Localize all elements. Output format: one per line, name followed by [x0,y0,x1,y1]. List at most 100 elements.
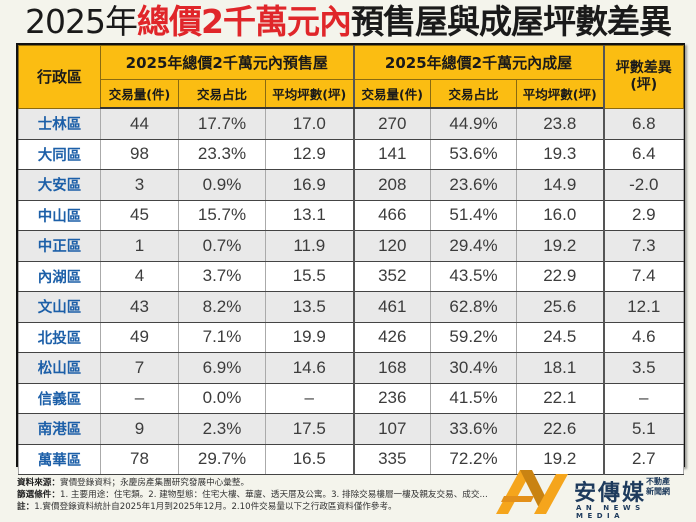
existing-share-cell: 23.6% [430,169,518,201]
diff-cell: 2.9 [602,199,685,231]
district-cell: 內湖區 [18,260,101,292]
presale-group-header: 2025年總價2千萬元內預售屋 [99,45,355,80]
presale-count-cell: 3 [100,169,179,201]
presale-avg-header: 平均坪數(坪) [264,79,355,109]
existing-avg-cell: 16.0 [516,199,605,231]
presale-avg-cell: 14.6 [264,352,355,384]
logo-tagline: 不動產 新聞網 [646,477,670,496]
presale-count-cell: 44 [100,107,179,140]
presale-count-cell: 49 [100,321,179,353]
presale-share-cell: 0.0% [178,382,266,414]
presale-count-cell: – [100,382,179,414]
existing-count-cell: 120 [352,230,432,262]
an-news-media-logo: 安傳媒 不動產 新聞網 AN NEWS MEDIA [494,466,696,522]
presale-count-cell: 7 [100,352,179,384]
diff-cell: 7.4 [602,260,685,292]
district-cell: 文山區 [18,291,101,323]
presale-avg-cell: 17.5 [264,413,355,445]
existing-share-cell: 59.2% [430,321,518,353]
table-row: 文山區 43 8.2% 13.5 461 62.8% 25.6 12.1 [18,291,685,323]
comparison-table-container: 行政區 2025年總價2千萬元內預售屋 2025年總價2千萬元內成屋 坪數差異 … [16,43,685,475]
table-row: 大同區 98 23.3% 12.9 141 53.6% 19.3 6.4 [18,138,685,170]
district-cell: 中正區 [18,230,101,262]
table-row: 南港區 9 2.3% 17.5 107 33.6% 22.6 5.1 [18,413,685,445]
existing-share-cell: 62.8% [430,291,518,323]
table-row: 信義區 –0.0% –236 41.5% 22.1– [18,382,685,414]
logo-english-name: AN NEWS MEDIA [576,504,645,520]
table-row: 北投區 49 7.1% 19.9 426 59.2% 24.5 4.6 [18,321,685,353]
presale-avg-cell: 15.5 [264,260,355,292]
presale-count-cell: 4 [100,260,179,292]
diff-cell: 4.6 [602,321,685,353]
table-body: 士林區 44 17.7% 17.0 270 44.9% 23.8 6.8 大同區 98 23.3% 1… [18,107,685,475]
district-cell: 士林區 [18,107,101,140]
presale-share-cell: 3.7% [178,260,266,292]
table-row: 大安區 3 0.9% 16.9 208 23.6% 14.9 -2.0 [18,169,685,201]
existing-avg-cell: 19.3 [516,138,605,170]
presale-share-cell: 29.7% [178,443,266,475]
existing-share-cell: 51.4% [430,199,518,231]
presale-count-header: 交易量(件) [100,79,179,109]
presale-avg-cell: 13.1 [264,199,355,231]
presale-count-cell: 98 [100,138,179,170]
comparison-table: 行政區 2025年總價2千萬元內預售屋 2025年總價2千萬元內成屋 坪數差異 … [18,45,685,475]
presale-count-cell: 43 [100,291,179,323]
existing-count-cell: 236 [352,382,432,414]
diff-cell: 3.5 [602,352,685,384]
title-year: 2025年 [25,2,138,41]
district-cell: 大安區 [18,169,101,201]
presale-count-cell: 45 [100,199,179,231]
existing-count-cell: 107 [352,413,432,445]
district-header: 行政區 [18,45,101,109]
diff-cell: 6.4 [602,138,685,170]
diff-header: 坪數差異 (坪) [602,45,685,109]
existing-share-cell: 41.5% [430,382,518,414]
presale-avg-cell: 12.9 [264,138,355,170]
diff-cell: – [602,382,685,414]
presale-share-header: 交易占比 [178,79,266,109]
presale-count-cell: 1 [100,230,179,262]
diff-header-line2: (坪) [630,76,658,93]
existing-share-cell: 33.6% [430,413,518,445]
title-rest: 預售屋與成屋坪數差異 [350,2,672,41]
diff-cell: -2.0 [602,169,685,201]
presale-avg-cell: 17.0 [264,107,355,140]
existing-avg-cell: 19.2 [516,230,605,262]
existing-count-cell: 168 [352,352,432,384]
presale-share-cell: 17.7% [178,107,266,140]
table-row: 士林區 44 17.7% 17.0 270 44.9% 23.8 6.8 [18,107,685,140]
table-row: 中正區 1 0.7% 11.9 120 29.4% 19.2 7.3 [18,230,685,262]
table-row: 萬華區 78 29.7% 16.5 335 72.2% 19.2 2.7 [18,443,685,475]
diff-cell: 5.1 [602,413,685,445]
presale-count-cell: 78 [100,443,179,475]
presale-share-cell: 7.1% [178,321,266,353]
presale-share-cell: 2.3% [178,413,266,445]
existing-avg-cell: 25.6 [516,291,605,323]
district-cell: 南港區 [18,413,101,445]
existing-share-cell: 44.9% [430,107,518,140]
existing-share-header: 交易占比 [430,79,518,109]
presale-avg-cell: 19.9 [264,321,355,353]
existing-avg-cell: 23.8 [516,107,605,140]
existing-share-cell: 29.4% [430,230,518,262]
diff-cell: 6.8 [602,107,685,140]
presale-share-cell: 15.7% [178,199,266,231]
presale-avg-cell: 13.5 [264,291,355,323]
district-cell: 大同區 [18,138,101,170]
an-logo-mark-icon [496,470,568,514]
district-cell: 萬華區 [18,443,101,475]
existing-share-cell: 43.5% [430,260,518,292]
existing-count-cell: 461 [352,291,432,323]
existing-avg-cell: 22.9 [516,260,605,292]
district-cell: 松山區 [18,352,101,384]
title-highlight: 總價2千萬元內 [137,2,352,41]
existing-avg-cell: 22.1 [516,382,605,414]
existing-count-cell: 426 [352,321,432,353]
presale-share-cell: 8.2% [178,291,266,323]
existing-count-cell: 141 [352,138,432,170]
logo-chinese-name: 安傳媒 [574,481,647,506]
existing-count-header: 交易量(件) [352,79,432,109]
presale-share-cell: 0.7% [178,230,266,262]
table-row: 內湖區 4 3.7% 15.5 352 43.5% 22.9 7.4 [18,260,685,292]
presale-count-cell: 9 [100,413,179,445]
